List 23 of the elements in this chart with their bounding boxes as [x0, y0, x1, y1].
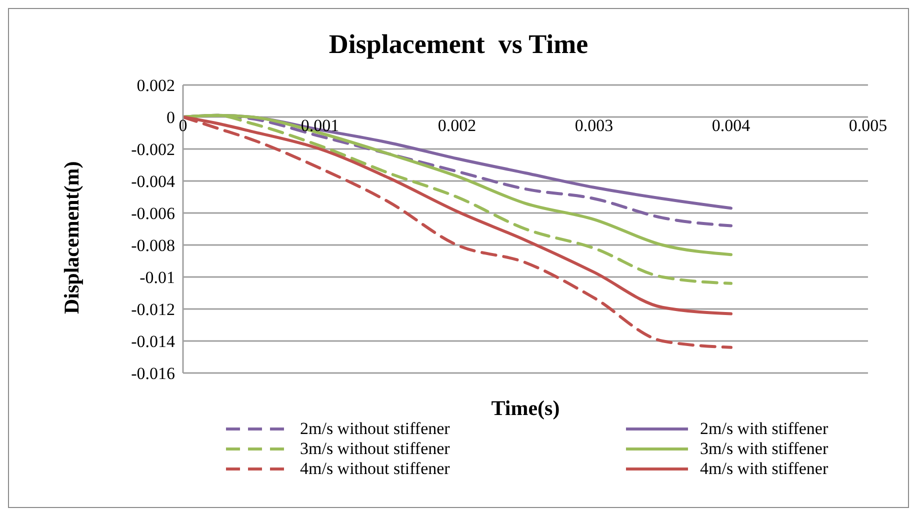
chart-title: Displacement vs Time [328, 29, 590, 60]
y-tick-label: -0.002 [131, 140, 175, 160]
y-tick-label: -0.016 [131, 364, 175, 384]
y-tick-label: -0.008 [131, 236, 175, 256]
x-tick-label: 0.005 [848, 116, 888, 135]
legend-label: 3m/s without stiffener [300, 439, 450, 459]
y-tick-label: -0.012 [131, 300, 175, 320]
y-tick-label: -0.006 [131, 204, 175, 224]
x-tick-label: 0 [178, 116, 188, 135]
y-tick-label: 0.002 [136, 76, 175, 96]
y-tick-label: -0.004 [131, 172, 176, 192]
x-tick-label: 0.002 [438, 116, 476, 135]
y-axis-title: Displacement(m) [59, 161, 84, 314]
x-tick-label: 0.004 [712, 116, 751, 135]
legend-label: 3m/s with stiffener [700, 439, 828, 459]
y-tick-label: -0.014 [131, 332, 176, 352]
y-tick-label: -0.01 [140, 268, 175, 288]
x-axis-title: Time(s) [491, 396, 560, 420]
legend-label: 4m/s without stiffener [300, 459, 450, 479]
legend-label: 2m/s without stiffener [300, 419, 450, 439]
x-tick-label: 0.003 [574, 116, 614, 135]
legend-label: 4m/s with stiffener [700, 459, 828, 479]
legend-label: 2m/s with stiffener [700, 419, 828, 439]
